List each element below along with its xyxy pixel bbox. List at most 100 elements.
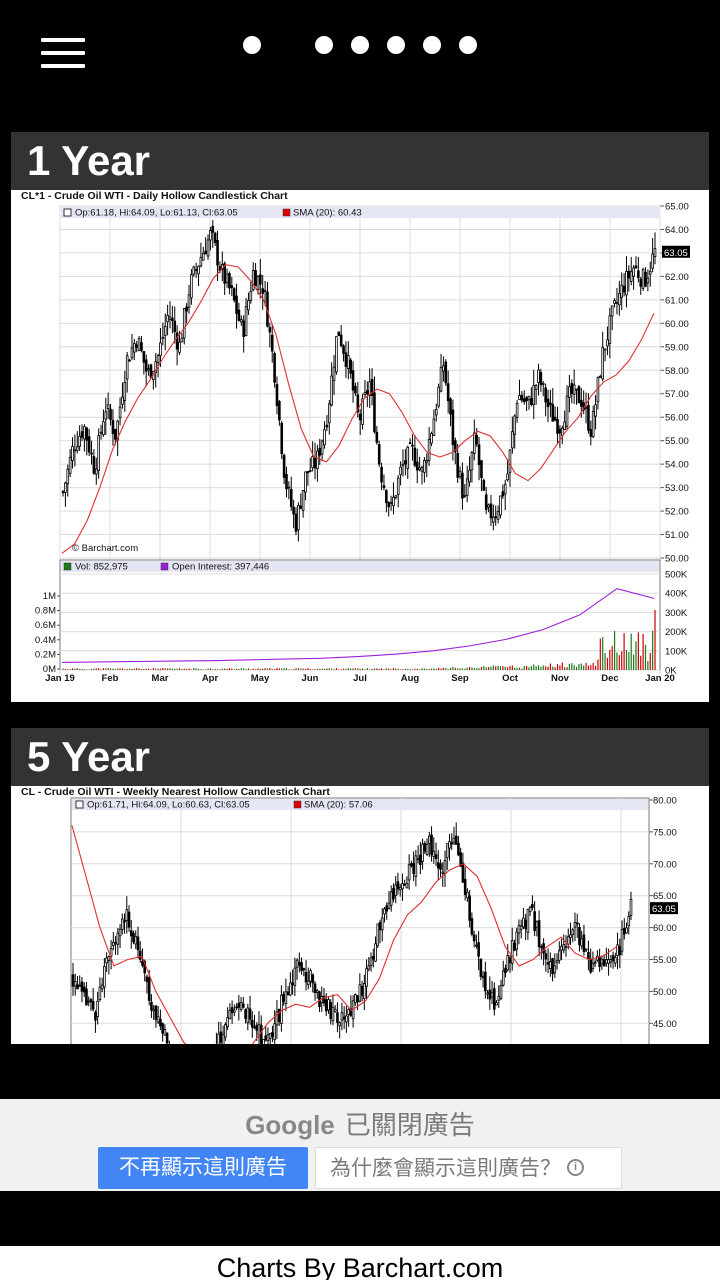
candle-body xyxy=(85,427,89,441)
candle-body xyxy=(161,336,165,339)
chart-5-year[interactable]: CL - Crude Oil WTI - Weekly Nearest Holl… xyxy=(11,786,709,1044)
candle-body xyxy=(163,325,167,336)
candle-body xyxy=(156,1016,160,1023)
candle-body xyxy=(558,428,562,434)
candle-body xyxy=(221,1034,225,1044)
candle-body xyxy=(403,883,406,886)
candle-body xyxy=(570,383,574,394)
candle-body xyxy=(591,411,595,438)
page-dot-2[interactable] xyxy=(315,36,333,54)
page-dot-6[interactable] xyxy=(459,36,477,54)
candle-body xyxy=(190,274,193,299)
candle-body xyxy=(336,1012,339,1023)
candle-body xyxy=(300,962,303,972)
candle-body xyxy=(123,381,127,401)
y-tick-label: 62.00 xyxy=(665,272,689,283)
candle-body xyxy=(571,929,575,936)
candle-body xyxy=(99,431,103,434)
y-tick-label: 65.00 xyxy=(665,202,689,213)
candle-body xyxy=(374,943,377,962)
candle-body xyxy=(144,359,148,372)
y-tick-label: 65.00 xyxy=(653,891,677,902)
candle-body xyxy=(371,955,375,960)
candle-body xyxy=(263,289,267,292)
page-dot-4[interactable] xyxy=(387,36,405,54)
page-dot-5[interactable] xyxy=(423,36,441,54)
candle-body xyxy=(481,976,485,978)
candle-body xyxy=(396,881,400,890)
why-this-ad-button[interactable]: 為什麼會顯示這則廣告？ i xyxy=(315,1147,622,1189)
candle-body xyxy=(325,424,329,428)
vol-left-tick: 0M xyxy=(43,664,56,675)
candle-body xyxy=(307,980,310,985)
candle-body xyxy=(436,862,440,869)
candle-body xyxy=(387,502,391,508)
candle-body xyxy=(159,342,162,357)
candle-body xyxy=(602,959,606,967)
candle-body xyxy=(599,376,602,378)
candle-body xyxy=(378,922,382,931)
candle-body xyxy=(490,992,494,998)
candle-body xyxy=(648,270,652,275)
chart-5-year-svg: CL - Crude Oil WTI - Weekly Nearest Holl… xyxy=(21,786,678,1044)
candle-body xyxy=(496,511,500,520)
candle-body xyxy=(441,871,445,874)
candle-body xyxy=(123,920,126,923)
candle-body xyxy=(432,418,436,437)
x-tick-label: Oct xyxy=(502,673,519,684)
candle-body xyxy=(449,398,452,415)
candle-body xyxy=(85,988,88,1006)
candle-body xyxy=(333,1008,337,1013)
page-dot-3[interactable] xyxy=(351,36,369,54)
candle-body xyxy=(294,513,298,532)
candle-body xyxy=(149,364,153,379)
candle-body xyxy=(385,490,388,504)
candle-body xyxy=(308,470,312,472)
candle-body xyxy=(572,384,576,395)
candle-body xyxy=(96,1000,99,1018)
candle-body xyxy=(508,449,512,473)
candle-body xyxy=(173,320,177,333)
candle-body xyxy=(404,460,407,465)
candle-body xyxy=(128,359,131,362)
candle-body xyxy=(360,985,364,996)
candle-body xyxy=(306,471,310,474)
candle-body xyxy=(430,834,433,856)
candle-body xyxy=(555,960,559,964)
candle-body xyxy=(546,398,550,408)
candle-body xyxy=(428,835,431,844)
candle-body xyxy=(553,965,557,974)
candle-body xyxy=(406,446,410,469)
x-tick-label: Jan 20 xyxy=(645,673,675,684)
menu-line xyxy=(41,38,85,42)
candle-body xyxy=(448,841,451,849)
candle-body xyxy=(641,268,645,289)
candle-body xyxy=(528,906,532,912)
chart-1-year[interactable]: CL*1 - Crude Oil WTI - Daily Hollow Cand… xyxy=(11,190,709,702)
candle-body xyxy=(261,288,265,294)
candle-body xyxy=(367,965,371,970)
last-price-label: 63.05 xyxy=(652,904,676,915)
y-tick-label: 57.00 xyxy=(665,389,689,400)
stop-showing-ad-button[interactable]: 不再顯示這則廣告 xyxy=(98,1147,308,1189)
candle-body xyxy=(413,447,417,466)
hamburger-menu-icon[interactable] xyxy=(41,38,85,70)
candle-body xyxy=(399,466,402,476)
oi-legend-swatch xyxy=(160,562,169,571)
candle-body xyxy=(102,421,105,436)
candle-body xyxy=(225,273,229,283)
candle-body xyxy=(216,240,219,266)
candle-body xyxy=(268,1032,272,1039)
x-tick-label: Dec xyxy=(601,673,618,684)
y-tick-label: 59.00 xyxy=(665,342,689,353)
page-dot-1[interactable] xyxy=(243,36,261,54)
candle-body xyxy=(625,927,628,934)
candle-body xyxy=(520,394,524,401)
footer-credit[interactable]: Charts By Barchart.com xyxy=(0,1246,720,1280)
candle-body xyxy=(375,431,379,443)
candle-body xyxy=(354,994,357,1003)
menu-line xyxy=(41,64,85,68)
candle-body xyxy=(150,1001,153,1011)
candle-body xyxy=(534,385,538,391)
candle-body xyxy=(579,399,583,407)
